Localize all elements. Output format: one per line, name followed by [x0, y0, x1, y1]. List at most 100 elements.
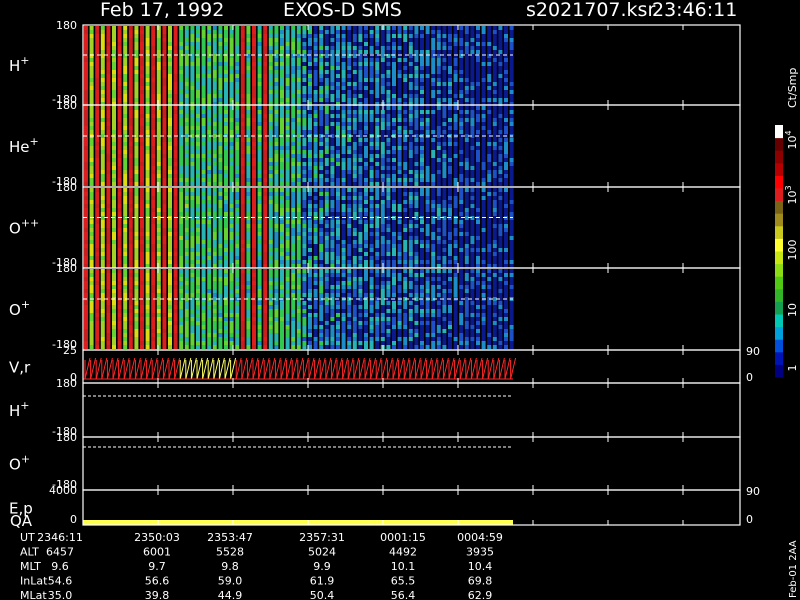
spectrogram-cell [319, 208, 324, 212]
spectrogram-cell [246, 122, 251, 126]
spectrogram-cell [476, 58, 480, 62]
spectrogram-cell [459, 146, 464, 150]
spectrogram-cell [319, 110, 324, 114]
spectrogram-cell [436, 166, 441, 170]
spectrogram-cell [414, 228, 419, 232]
spectrogram-cell [235, 200, 240, 204]
spectrogram-cell [403, 110, 408, 114]
spectrogram-cell [291, 240, 296, 244]
spectrogram-cell [509, 58, 514, 62]
spectrogram-cell [179, 228, 184, 232]
spectrogram-cell [285, 114, 290, 118]
spectrogram-cell [403, 118, 408, 122]
spectrogram-cell [408, 220, 413, 224]
spectrogram-cell [425, 178, 430, 182]
spectrogram-cell [207, 62, 212, 66]
spectrogram-cell [235, 232, 240, 236]
spectrogram-cell [336, 192, 340, 196]
spectrogram-cell [229, 42, 234, 46]
spectrogram-cell [128, 94, 133, 98]
spectrogram-cell [252, 170, 256, 174]
spectrogram-cell [442, 74, 447, 78]
spectrogram-cell [156, 256, 161, 260]
spectrogram-cell [291, 208, 296, 212]
spectrogram-cell [218, 134, 223, 138]
spectrogram-cell [347, 46, 352, 50]
spectrogram-cell [324, 188, 329, 192]
spectrogram-cell [425, 260, 430, 264]
spectrogram-cell [291, 26, 296, 30]
spectrogram-cell [436, 146, 441, 150]
spectrogram-cell [280, 178, 284, 182]
spectrogram-cell [481, 208, 486, 212]
spectrogram-cell [324, 212, 329, 216]
spectrogram-cell [117, 305, 122, 309]
spectrogram-cell [509, 252, 514, 256]
spectrogram-cell [89, 118, 94, 122]
spectrogram-cell [397, 58, 402, 62]
spectrogram-cell [296, 86, 301, 90]
spectrogram-cell [224, 192, 228, 196]
spectrogram-cell [464, 46, 469, 50]
spectrogram-cell [364, 256, 368, 260]
spectrogram-cell [397, 236, 402, 240]
spectrogram-cell [173, 337, 178, 341]
spectrogram-cell [280, 146, 284, 150]
spectrogram-cell [509, 182, 514, 186]
spectrogram-cell [302, 256, 307, 260]
spectrogram-cell [509, 174, 514, 178]
spectrogram-cell [84, 146, 88, 150]
spectrogram-cell [296, 200, 301, 204]
spectrogram-cell [319, 220, 324, 224]
spectrogram-cell [229, 252, 234, 256]
spectrogram-cell [100, 281, 105, 285]
spectrogram-cell [173, 82, 178, 86]
spectrogram-cell [134, 162, 139, 166]
spectrogram-cell [347, 26, 352, 30]
spectrogram-cell [324, 50, 329, 54]
spectrogram-cell [84, 90, 88, 94]
spectrogram-cell [117, 110, 122, 114]
spectrogram-cell [274, 58, 279, 62]
spectrogram-cell [184, 293, 189, 297]
spectrogram-cell [324, 126, 329, 130]
spectrogram-cell [89, 240, 94, 244]
spectrogram-cell [347, 196, 352, 200]
spectrogram-cell [347, 248, 352, 252]
spectrogram-cell [442, 162, 447, 166]
spectrogram-cell [369, 212, 374, 216]
spectrogram-cell [184, 38, 189, 42]
spectrogram-cell [123, 38, 128, 42]
spectrogram-cell [476, 182, 480, 186]
spectrogram-cell [369, 220, 374, 224]
spectrogram-cell [347, 208, 352, 212]
spectrogram-cell [347, 138, 352, 142]
spectrogram-cell [369, 174, 374, 178]
spectrogram-cell [134, 170, 139, 174]
spectrogram-cell [364, 232, 368, 236]
spectrogram-cell [420, 158, 424, 162]
spectrogram-cell [168, 162, 172, 166]
spectrogram-cell [128, 192, 133, 196]
spectrogram-cell [128, 289, 133, 293]
spectrogram-cell [352, 34, 357, 38]
spectrogram-cell [498, 244, 503, 248]
spectrogram-cell [145, 224, 150, 228]
spectrogram-cell [145, 82, 150, 86]
spectrogram-cell [224, 94, 228, 98]
spectrogram-cell [448, 212, 452, 216]
spectrogram-cell [498, 30, 503, 34]
spectrogram-cell [117, 321, 122, 325]
spectrogram-cell [386, 94, 391, 98]
spectrogram-cell [95, 102, 100, 106]
spectrogram-cell [84, 196, 88, 200]
spectrogram-cell [274, 46, 279, 50]
spectrogram-cell [207, 248, 212, 252]
spectrogram-cell [106, 309, 111, 313]
spectrogram-cell [112, 86, 116, 90]
spectrogram-cell [386, 154, 391, 158]
spectrogram-cell [291, 212, 296, 216]
spectrogram-cell [392, 102, 396, 106]
spectrogram-cell [179, 301, 184, 305]
spectrogram-cell [308, 142, 312, 146]
